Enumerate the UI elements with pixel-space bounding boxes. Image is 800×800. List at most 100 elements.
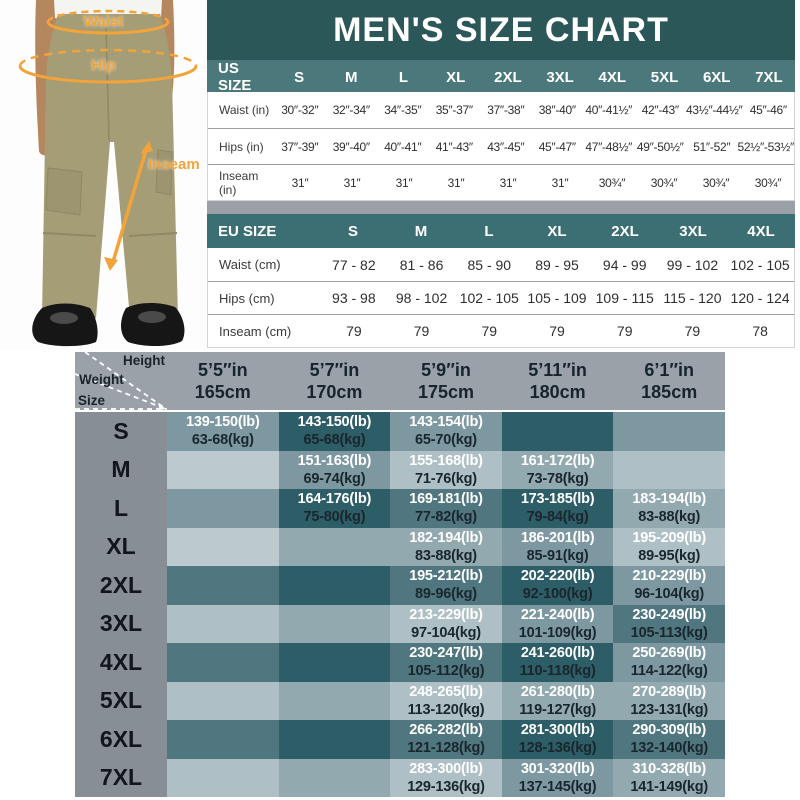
weight-lb-value: 250-269(lb) (632, 645, 706, 662)
weight-kg-value: 65-70(kg) (415, 432, 477, 449)
height-column-header: 6’1″in 185cm (613, 352, 725, 410)
size-column-header: XL (446, 68, 466, 86)
weight-lb-value: 182-194(lb) (409, 529, 483, 546)
corner-weight-label: Weight (79, 372, 124, 387)
size-column-header: 4XL (747, 222, 775, 240)
height-column-header: 5’9″in 175cm (390, 352, 502, 410)
weight-cell: 301-320(lb) 137-145(kg) (501, 758, 614, 797)
matrix-row: 6XL 266-282(lb) 121-128(kg) 281-300(lb) 128-… (75, 720, 725, 759)
weight-cell: 143-154(lb) 65-70(kg) (390, 412, 502, 451)
weight-cell: 248-265(lb) 113-120(kg) (390, 681, 502, 720)
measurement-value: 34″-35″ (384, 103, 422, 117)
weight-lb-value: 261-280(lb) (520, 683, 595, 700)
left-knee-seam (42, 232, 97, 237)
weight-cell (167, 758, 279, 797)
weight-cell: 164-176(lb) 75-80(kg) (278, 489, 391, 528)
weight-lb-value: 195-212(lb) (409, 568, 483, 585)
size-column-header: XL (547, 222, 567, 240)
weight-kg-value: 114-122(kg) (630, 663, 708, 680)
measurement-value: 79 (549, 323, 565, 339)
weight-cell (167, 681, 279, 720)
weight-cell (167, 604, 279, 643)
weight-cell: 202-220(lb) 92-100(kg) (501, 566, 614, 605)
weight-kg-value: 79-84(kg) (526, 509, 589, 526)
size-column-header: M (414, 222, 428, 240)
weight-lb-value: 151-163(lb) (297, 452, 372, 469)
weight-cell: 155-168(lb) 71-76(kg) (390, 450, 502, 489)
weight-cell (278, 720, 391, 759)
corner-height-label: Height (123, 353, 165, 368)
weight-lb-value: 183-194(lb) (632, 491, 706, 508)
weight-lb-value: 310-328(lb) (632, 760, 706, 777)
height-column-header: 5’11″in 180cm (502, 352, 614, 410)
size-column-header: 6XL (702, 68, 731, 86)
size-column-header: S (347, 222, 358, 240)
weight-cell: 182-194(lb) 83-88(kg) (390, 527, 502, 566)
matrix-row: 2XL 195-212(lb) 89-96(kg) 202-220(lb) 92-100… (75, 566, 725, 605)
height-cm-label: 175cm (417, 382, 475, 402)
measurement-value: 81 - 86 (399, 256, 444, 273)
measurement-value: 42″-43″ (641, 103, 679, 117)
us-size-header-row: US SIZE S M L XL 2XL 3XL 4XL 5XL 6XL 7XL (207, 60, 795, 94)
measurement-value: 30¾″ (650, 175, 678, 190)
measurement-value: 120 - 124 (730, 290, 790, 306)
size-column-header: L (398, 68, 409, 86)
size-column-header: S (294, 68, 305, 86)
height-in-label: 6’1″in (644, 360, 694, 380)
hip-ellipse-back (18, 48, 198, 67)
weight-cell: 261-280(lb) 119-127(kg) (501, 681, 614, 720)
measurement-value: 43″-45″ (487, 139, 525, 154)
measurement-value: 79 (684, 323, 701, 339)
measurement-value: 93 - 98 (332, 290, 376, 306)
size-row-label: 7XL (75, 758, 167, 797)
weight-cell (278, 566, 391, 605)
size-row-label: 6XL (75, 720, 167, 759)
weight-kg-value: 75-80(kg) (303, 509, 366, 526)
height-in-label: 5’11″in (528, 360, 587, 380)
measurement-label: Hips (in) (219, 139, 264, 154)
weight-kg-value: 85-91(kg) (526, 547, 589, 564)
height-weight-matrix: Height Weight Size 5’5″in 165cm 5’7″in 170c… (75, 352, 725, 797)
weight-lb-value: 155-168(lb) (409, 452, 483, 469)
measurement-value: 39″-40″ (332, 139, 370, 154)
weight-cell: 241-260(lb) 110-118(kg) (501, 643, 614, 682)
size-row-label: 3XL (75, 604, 167, 643)
measurement-label: Hips (cm) (219, 290, 275, 306)
measurement-value: 99 - 102 (666, 256, 719, 273)
weight-kg-value: 89-96(kg) (415, 586, 477, 603)
weight-kg-value: 121-128(kg) (407, 740, 485, 757)
height-cm-label: 165cm (194, 382, 251, 402)
measurement-value: 37″-39″ (281, 139, 319, 154)
measurement-value: 77 - 82 (332, 256, 376, 273)
weight-kg-value: 113-120(kg) (407, 701, 485, 718)
measurement-value: 32″-34″ (332, 103, 370, 117)
weight-lb-value: 164-176(lb) (297, 491, 372, 508)
us-size-table: Waist (in) 30″-32″ 32″-34″ 34″-35″ 35″-37″ 37… (207, 92, 795, 201)
left-shoe-lace (50, 312, 78, 324)
weight-cell (278, 643, 391, 682)
measurement-label: Inseam (in) (219, 168, 259, 197)
weight-kg-value: 97-104(kg) (411, 624, 481, 641)
measurement-value: 30¾″ (702, 175, 730, 190)
measurement-value: 47″-48½″ (585, 139, 633, 154)
weight-cell (167, 450, 279, 489)
size-column-header: M (345, 68, 358, 86)
waist-ellipse-back (46, 9, 170, 23)
measurement-value: 45″-47″ (538, 139, 576, 154)
measurement-value: 79 (413, 323, 430, 339)
weight-cell: 195-209(lb) 89-95(kg) (613, 527, 725, 566)
weight-lb-value: 143-150(lb) (297, 414, 372, 431)
weight-cell (167, 489, 279, 528)
measurement-row: Inseam (cm) 79 79 79 79 79 79 78 (208, 314, 794, 347)
eu-size-header-row: EU SIZE S M L XL 2XL 3XL 4XL (207, 214, 795, 248)
weight-lb-value: 301-320(lb) (520, 760, 595, 777)
height-cm-label: 185cm (641, 382, 698, 402)
size-column-header: L (484, 222, 494, 240)
weight-lb-value: 270-289(lb) (632, 683, 706, 700)
weight-kg-value: 119-127(kg) (519, 701, 596, 718)
size-row-label: XL (75, 527, 167, 566)
measurement-value: 40″-41″ (384, 139, 422, 154)
weight-cell: 230-249(lb) 105-113(kg) (613, 604, 725, 643)
cargo-pocket-left (45, 167, 83, 216)
height-cm-label: 170cm (306, 382, 363, 402)
